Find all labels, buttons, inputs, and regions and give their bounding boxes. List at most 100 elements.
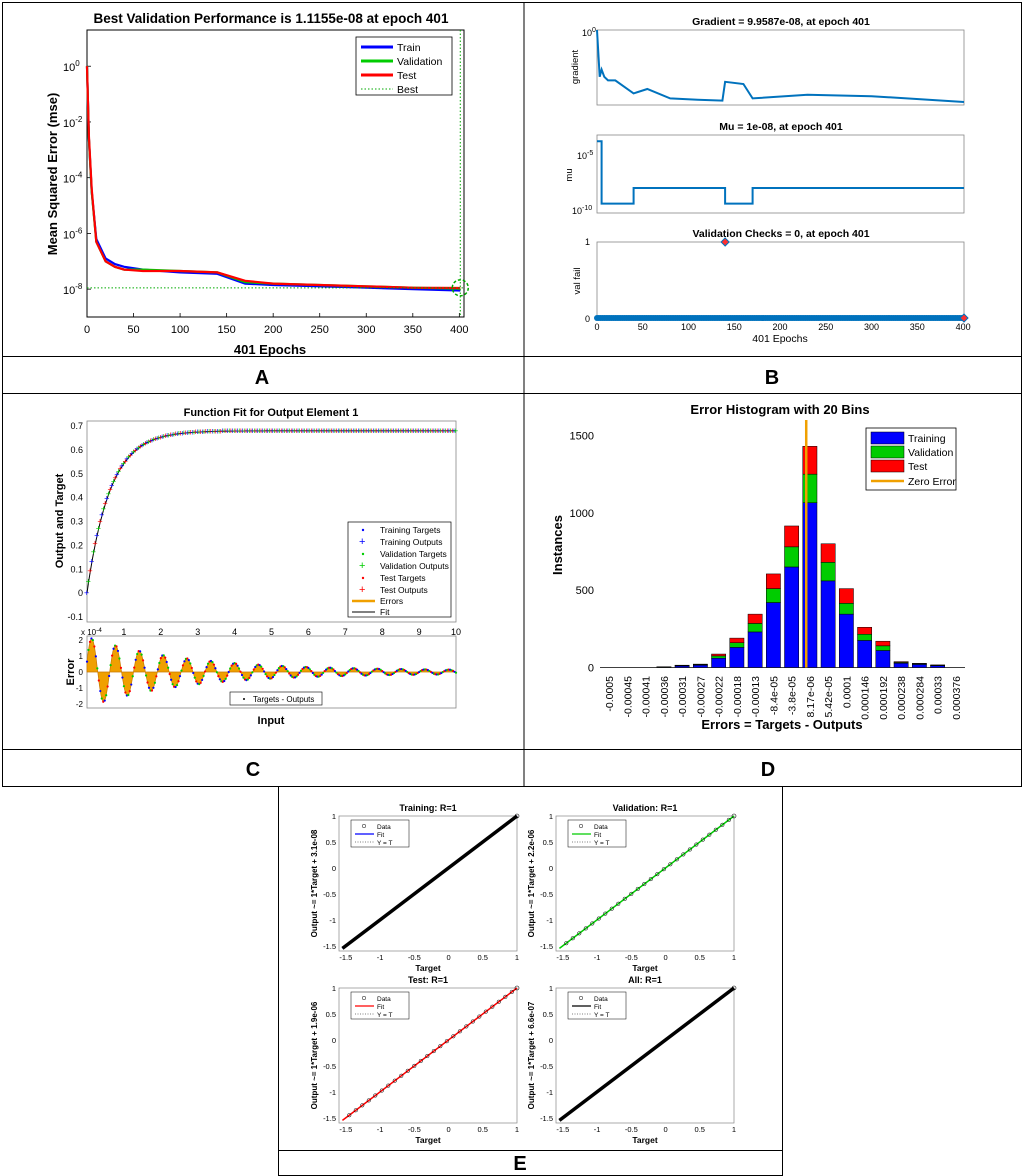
c-output-point: + <box>119 461 124 471</box>
legend-validation-outputs-mark: + <box>359 560 365 572</box>
c-output-point: + <box>398 426 403 436</box>
c-error-point <box>150 689 154 692</box>
c-error-point <box>308 668 311 671</box>
c-output-point: + <box>200 427 205 437</box>
e-fit-line <box>558 815 735 950</box>
c-output-point: + <box>381 426 386 436</box>
c-output-point: + <box>428 426 433 436</box>
e-xtick-label: 1 <box>515 1125 519 1134</box>
c-output-point: + <box>227 426 232 436</box>
e-data-band <box>558 986 736 1122</box>
c-output-point: + <box>102 499 107 509</box>
c-output-point: + <box>107 484 112 494</box>
c-output-point: + <box>191 427 196 437</box>
c-output-point: + <box>304 426 309 436</box>
d-bar-training <box>693 664 708 668</box>
c-error-point <box>192 671 195 675</box>
c-error-point <box>130 683 133 686</box>
c-ytick-label: 0.7 <box>70 421 83 431</box>
e-ylabel: Output ~= 1*Target + 1.9e-06 <box>310 1001 319 1109</box>
c-output-point: + <box>86 577 91 587</box>
c-error-point <box>170 678 173 681</box>
e-data-point <box>655 872 660 877</box>
e-subplot-4: All: R=1 -1.5 -1 -0.5 0 0.5 1 1 0.5 0 -0.5 -1 -1.5 Ta… <box>527 975 737 1145</box>
c-output-point: + <box>250 426 255 436</box>
c-error-point <box>116 649 120 653</box>
c-output-point: + <box>213 426 218 436</box>
c-error-ytick-label: 1 <box>79 652 84 661</box>
e-ytick-label: -0.5 <box>323 1062 336 1071</box>
d-bar-training <box>875 650 891 668</box>
c-error-point <box>85 660 89 663</box>
c-xtick-label: 1 <box>121 627 126 637</box>
a-xtick-label: 50 <box>127 324 139 336</box>
c-output-point: + <box>270 426 275 436</box>
c-output-point: + <box>448 426 453 436</box>
panel-label-e: E <box>513 1153 526 1175</box>
chart-e: Training: R=1 -1.5 -1 -0.5 0 0.5 1 1 0.5 0 -0.5 -1 -… <box>310 803 737 1145</box>
c-error-point <box>212 663 216 666</box>
c-output-point: + <box>190 427 195 437</box>
c-output-point: + <box>225 426 230 436</box>
c-output-point: + <box>310 426 315 436</box>
c-error-point <box>307 666 310 669</box>
d-bar-test <box>857 627 872 635</box>
c-output-point: + <box>220 426 225 436</box>
a-ytick-label: 10-2 <box>63 115 83 130</box>
b-xtick-label: 350 <box>910 322 925 332</box>
a-ytick-label: 10-8 <box>63 282 83 297</box>
chart-b-val-ytick-0: 0 <box>585 314 590 324</box>
chart-b-val-ylabel: val fail <box>572 268 583 295</box>
c-error-point <box>203 670 207 673</box>
e-xtick-label: -1 <box>377 953 384 962</box>
c-output-point: + <box>138 442 143 452</box>
c-error-point <box>214 667 217 670</box>
e-xtick-label: -1 <box>594 953 601 962</box>
c-output-point: + <box>347 426 352 436</box>
c-output-point: + <box>418 426 423 436</box>
chart-d-title: Error Histogram with 20 Bins <box>690 402 869 417</box>
c-error-point <box>143 666 146 669</box>
e-legend-fit: Fit <box>594 1004 601 1011</box>
c-output-point: + <box>282 426 287 436</box>
e-xtick-label: 0 <box>663 1125 667 1134</box>
e-data-point <box>564 941 569 946</box>
c-output-point: + <box>96 523 101 533</box>
e-data-point <box>353 1108 358 1113</box>
c-output-point: + <box>188 428 193 438</box>
c-output-point: + <box>329 426 334 436</box>
c-output-point: + <box>215 426 220 436</box>
b-xtick-label: 50 <box>638 322 648 332</box>
c-error-point <box>319 674 322 677</box>
c-output-point: + <box>180 428 185 438</box>
c-error-point <box>124 691 127 694</box>
chart-b-gradient-ytick: 100 <box>582 27 596 38</box>
a-xtick-label: 0 <box>84 324 90 336</box>
legend-test-label: Test <box>397 70 416 82</box>
e-data-point <box>438 1044 443 1049</box>
chart-b-mu-line <box>597 140 964 205</box>
d-bar-training <box>729 647 745 668</box>
legend-train-label: Train <box>397 42 421 54</box>
e-data-point <box>694 842 699 847</box>
legend-test-swatch <box>870 459 905 473</box>
d-bar-test <box>747 613 763 624</box>
c-output-point: + <box>445 426 450 436</box>
e-subplot-title: All: R=1 <box>628 975 662 985</box>
e-xtick-label: 1 <box>732 953 736 962</box>
d-xtick-label: -0.00027 <box>695 676 707 718</box>
c-error-point <box>296 673 300 676</box>
chart-c-error-points <box>85 637 458 703</box>
b-xtick-label: 300 <box>864 322 879 332</box>
e-data-point <box>642 881 647 887</box>
e-ytick-label: -0.5 <box>540 890 553 899</box>
c-output-point: + <box>242 426 247 436</box>
d-bar-validation <box>747 623 763 633</box>
c-output-point: + <box>396 426 401 436</box>
legend-validation-outputs: Validation Outputs <box>380 561 449 571</box>
c-output-point: + <box>295 426 300 436</box>
c-error-point <box>122 685 125 688</box>
c-output-point: + <box>378 426 383 436</box>
e-xtick-label: -1.5 <box>556 953 569 962</box>
